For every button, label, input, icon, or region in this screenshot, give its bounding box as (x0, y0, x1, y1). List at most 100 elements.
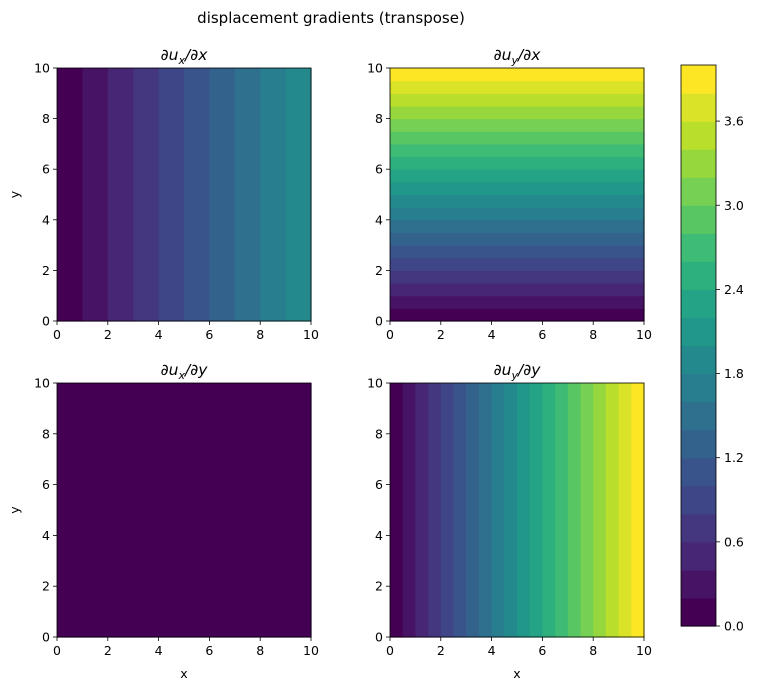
contour-band (618, 383, 632, 638)
y-tick-label: 6 (42, 162, 50, 177)
x-tick-label: 0 (386, 643, 394, 658)
y-tick-label: 8 (42, 426, 50, 441)
y-tick-label: 6 (375, 162, 383, 177)
y-tick-label: 6 (375, 477, 383, 492)
colorbar-segment (681, 205, 716, 234)
colorbar-segment (681, 429, 716, 459)
contour-band (415, 383, 429, 638)
subplot-bottom-left: 0 2 4 6 8 10 0 2 4 6 8 10 ∂ux/∂y x y (7, 361, 319, 681)
colorbar-segment (681, 345, 716, 375)
contour-band (491, 383, 505, 638)
colorbar-tick-label: 0.0 (724, 619, 744, 634)
x-tick-label: 2 (104, 643, 112, 658)
contour-band (390, 105, 645, 120)
contour-band (390, 308, 645, 322)
y-tick-label: 8 (375, 426, 383, 441)
y-tick-label: 8 (42, 111, 50, 126)
y-tick-label: 4 (375, 212, 383, 227)
colorbar-segment (681, 93, 716, 122)
contour-band (390, 257, 645, 271)
axes-frame (56, 67, 312, 322)
x-tick-label: 8 (589, 327, 597, 342)
suptitle: displacement gradients (transpose) (197, 9, 465, 27)
contour-band (428, 383, 442, 638)
contour-band (390, 80, 645, 94)
y-tick-label: 8 (375, 111, 383, 126)
contour-band (390, 194, 645, 208)
contour-band (580, 383, 594, 638)
colorbar-segment (681, 541, 716, 571)
contour-band (440, 383, 455, 638)
colorbar-segment (681, 513, 716, 543)
y-tick-label: 10 (34, 61, 50, 76)
colorbar-tick-label: 3.6 (724, 114, 744, 129)
x-tick-label: 0 (53, 643, 61, 658)
y-tick-label: 2 (42, 579, 50, 594)
contour-band (390, 118, 645, 132)
axes-frame (389, 67, 645, 322)
x-tick-label: 2 (437, 327, 445, 342)
contour-band (593, 383, 607, 638)
contour-band (209, 68, 236, 322)
contour-band (390, 156, 645, 170)
colorbar-tick-label: 2.4 (724, 282, 744, 297)
colorbar-segment (681, 65, 716, 94)
colorbar-tick-label: 0.6 (724, 534, 744, 549)
x-tick-label: 10 (636, 327, 652, 342)
y-tick-label: 10 (34, 376, 50, 391)
contour-band (158, 68, 185, 322)
contour-band (390, 143, 645, 158)
axes-frame (56, 382, 312, 638)
contour-band (260, 68, 287, 322)
colorbar-segment (681, 485, 716, 515)
contour-band (453, 383, 467, 638)
colorbar-segment (681, 121, 716, 150)
colorbar-tick-label: 3.0 (724, 198, 744, 213)
contour-band (390, 283, 645, 297)
contour-band (285, 68, 312, 322)
x-tick-label: 8 (256, 327, 264, 342)
y-tick-label: 4 (42, 212, 50, 227)
subplot-top-left: 0 2 4 6 8 10 0 2 4 6 8 10 ∂ux/∂x y (7, 46, 319, 342)
colorbar-segment (681, 597, 716, 627)
colorbar-frame (680, 64, 717, 627)
contour-band (631, 383, 645, 638)
x-tick-label: 6 (205, 643, 213, 658)
contour-band (390, 68, 645, 82)
x-tick-label: 10 (303, 643, 319, 658)
colorbar-tick-label: 1.2 (724, 450, 744, 465)
x-tick-label: 2 (104, 327, 112, 342)
y-tick-label: 2 (42, 263, 50, 278)
x-tick-label: 8 (589, 643, 597, 658)
subplot-bottom-right: 0 2 4 6 8 10 0 2 4 6 8 10 ∂uy/∂y x (367, 361, 652, 681)
contour-band (133, 68, 160, 322)
contour-band (567, 383, 582, 638)
contour-band (529, 383, 543, 638)
y-tick-label: 2 (375, 263, 383, 278)
x-tick-label: 4 (155, 643, 163, 658)
colorbar-segment (681, 373, 716, 403)
contour-band (466, 383, 480, 638)
contour-band (234, 68, 261, 322)
x-tick-label: 6 (538, 643, 546, 658)
contour-band (390, 181, 645, 196)
x-tick-label: 6 (538, 327, 546, 342)
axes-frame (389, 382, 645, 638)
x-tick-label: 0 (53, 327, 61, 342)
subplot-title: ∂ux/∂x (161, 46, 209, 67)
contour-band (517, 383, 531, 638)
subplot-grid: 0 2 4 6 8 10 0 2 4 6 8 10 ∂ux/∂x y 0 2 4 6 8 10 0 2 4 6 8 10 ∂uy/∂… (7, 46, 652, 681)
x-tick-label: 6 (205, 327, 213, 342)
colorbar: 0.0 0.6 1.2 1.8 2.4 3.0 3.6 (680, 64, 744, 634)
contour-band (390, 270, 645, 284)
x-axis-label: x (180, 666, 187, 681)
contour-band (555, 383, 569, 638)
y-axis-label: y (7, 190, 22, 198)
colorbar-segment (681, 289, 716, 319)
x-tick-label: 10 (303, 327, 319, 342)
contour-band (605, 383, 620, 638)
contour-band (57, 68, 83, 322)
colorbar-segment (681, 569, 716, 599)
contour-band (390, 169, 645, 183)
x-axis-label: x (513, 666, 520, 681)
